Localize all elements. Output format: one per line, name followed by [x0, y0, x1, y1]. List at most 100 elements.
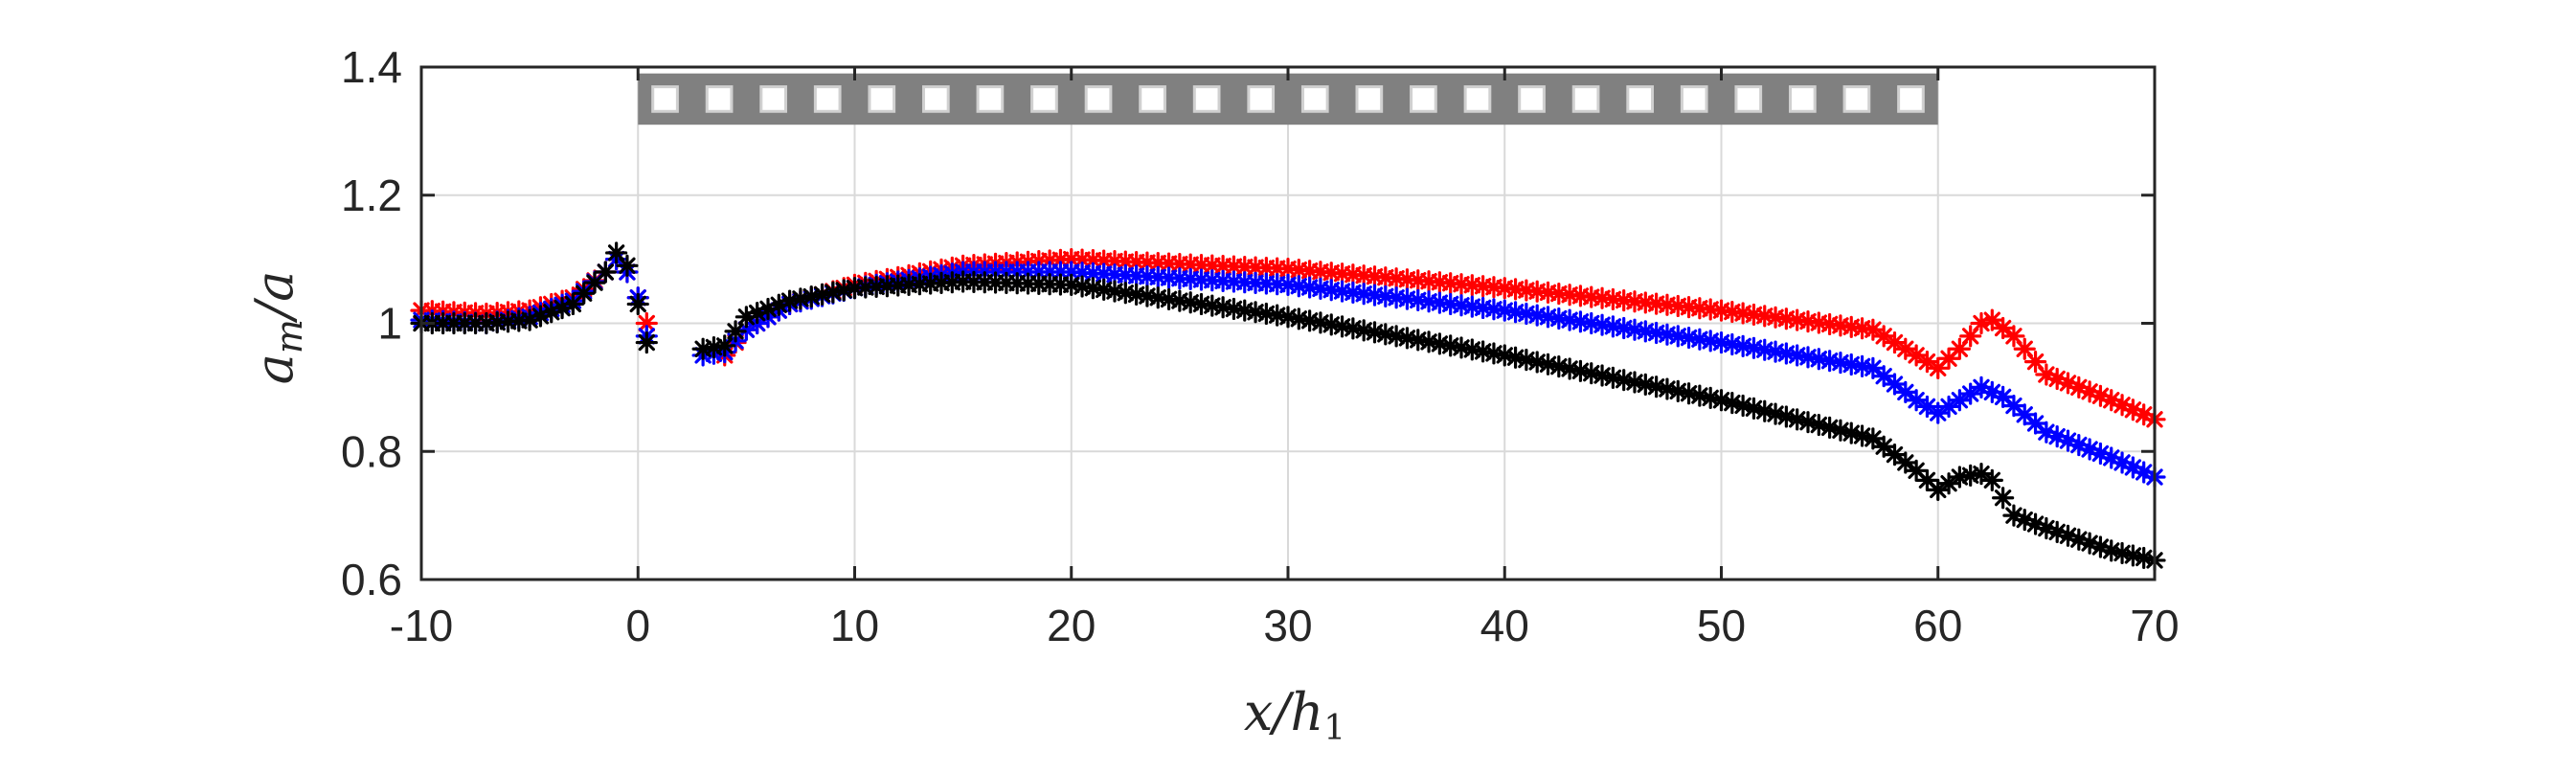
structure-opening — [1247, 85, 1276, 113]
structure-opening — [1300, 85, 1329, 113]
structure-opening — [1571, 85, 1600, 113]
structure-opening — [1410, 85, 1437, 113]
data-point-star — [1569, 359, 1593, 382]
structure-opening — [1084, 85, 1113, 113]
data-point-star — [1883, 373, 1907, 396]
data-point-star — [1342, 317, 1365, 340]
structure-opening — [759, 85, 787, 113]
structure-opening — [1518, 85, 1546, 113]
x-tick-label: 70 — [2130, 601, 2179, 650]
x-tick-label: 30 — [1263, 601, 1312, 650]
y-tick-label: 0.6 — [341, 555, 402, 604]
data-point-star — [1536, 306, 1560, 329]
data-point-star — [1980, 468, 2003, 491]
structure-opening — [1192, 85, 1221, 113]
y-axis-label: am/a — [244, 271, 310, 385]
x-tick-label: 0 — [625, 601, 650, 650]
structure-opening — [922, 85, 950, 113]
data-point-star — [1071, 275, 1094, 298]
data-point-star — [605, 241, 628, 264]
x-axis-label: x/h1 — [1244, 682, 1345, 748]
data-point-star — [1515, 349, 1538, 372]
structure-opening — [1734, 85, 1763, 113]
data-point-star — [635, 330, 658, 354]
y-tick-label: 1.2 — [341, 171, 402, 220]
data-point-star — [2100, 389, 2123, 412]
data-point-star — [1613, 316, 1636, 340]
structure-opening — [1463, 85, 1492, 113]
data-point-star — [1623, 371, 1646, 394]
data-point-star — [1525, 351, 1548, 374]
data-point-star — [713, 334, 736, 357]
structure-bar-body — [638, 73, 1938, 125]
data-point-star — [1395, 268, 1419, 291]
data-point-star — [1872, 365, 1895, 388]
data-point-star — [635, 311, 658, 335]
data-point-star — [2023, 351, 2047, 374]
data-point-star — [2100, 539, 2123, 562]
data-point-star — [1222, 297, 1246, 321]
data-point-star — [1525, 304, 1548, 327]
data-point-star — [1125, 283, 1148, 307]
data-point-star — [1862, 427, 1885, 450]
data-point-star — [1515, 302, 1538, 326]
axis-ticks — [419, 65, 2157, 581]
data-point-star — [779, 289, 802, 312]
y-tick-label: 1 — [377, 299, 402, 349]
structure-opening — [976, 85, 1005, 113]
data-point-star — [1948, 337, 1971, 360]
data-point-star — [2002, 325, 2025, 348]
data-point-star — [1915, 395, 1939, 419]
data-point-star — [1254, 302, 1277, 326]
y-tick-label: 0.8 — [341, 426, 402, 476]
data-point-star — [1623, 318, 1646, 341]
structure-opening — [1680, 85, 1708, 113]
structure-opening — [1897, 85, 1925, 113]
data-point-star — [1992, 316, 2015, 340]
y-tick-label: 1.4 — [341, 42, 402, 92]
data-point-star — [1439, 334, 1462, 357]
x-tick-label: 60 — [1913, 601, 1962, 650]
data-point-star — [1503, 301, 1527, 324]
x-tick-label: 10 — [830, 601, 879, 650]
x-tick-label: 20 — [1047, 601, 1096, 650]
structure-opening — [1789, 85, 1817, 113]
data-point-star — [1114, 282, 1137, 305]
data-point-star — [626, 292, 649, 316]
x-tick-labels: -10 0 10 20 30 40 50 60 70 — [390, 601, 2180, 650]
data-point-star — [2045, 425, 2068, 448]
structure-opening — [1030, 85, 1058, 113]
data-point-star — [1503, 346, 1527, 369]
structure-opening — [651, 85, 679, 113]
data-point-star — [1959, 325, 1982, 348]
data-point-star — [724, 320, 747, 343]
structure-opening — [705, 85, 734, 113]
data-point-star — [1992, 487, 2015, 510]
structure-opening — [1842, 85, 1871, 113]
data-point-star — [1558, 357, 1581, 380]
structure-bar — [638, 73, 1938, 125]
data-point-star — [1796, 309, 1819, 333]
data-point-star — [1872, 435, 1895, 458]
series-2 — [410, 241, 2166, 572]
data-point-star — [594, 261, 617, 284]
structure-opening — [868, 85, 896, 113]
data-point-star — [1980, 308, 2003, 331]
series-layer — [410, 241, 2166, 572]
data-point-star — [616, 254, 639, 277]
data-point-star — [1645, 321, 1668, 345]
x-tick-label: 50 — [1697, 601, 1746, 650]
data-point-star — [1645, 376, 1668, 398]
x-tick-label: 40 — [1480, 601, 1529, 650]
data-point-star — [1883, 443, 1907, 467]
structure-opening — [1139, 85, 1166, 113]
data-point-star — [1450, 336, 1473, 359]
y-tick-labels: 0.6 0.8 1 1.2 1.4 — [341, 42, 402, 604]
x-tick-label: -10 — [390, 601, 453, 650]
structure-opening — [1626, 85, 1654, 113]
data-point-star — [1894, 451, 1917, 474]
data-point-star — [1894, 380, 1917, 403]
data-point-star — [702, 335, 726, 359]
structure-opening — [813, 85, 842, 113]
